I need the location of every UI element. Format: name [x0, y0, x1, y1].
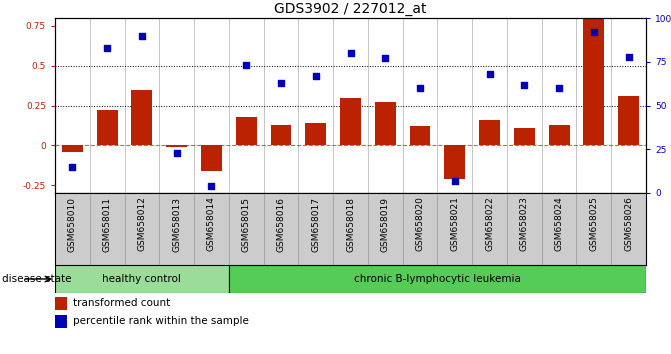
Text: GSM658022: GSM658022 — [485, 196, 494, 251]
Bar — [97, 110, 117, 145]
Text: percentile rank within the sample: percentile rank within the sample — [72, 316, 248, 326]
Bar — [55, 265, 229, 293]
Bar — [236, 116, 256, 145]
Text: GSM658023: GSM658023 — [520, 196, 529, 251]
Text: GSM658014: GSM658014 — [207, 196, 216, 251]
Bar — [229, 265, 646, 293]
Point — [450, 178, 460, 184]
Text: GSM658018: GSM658018 — [346, 196, 355, 252]
Text: GSM658019: GSM658019 — [380, 196, 390, 252]
Text: GSM658026: GSM658026 — [624, 196, 633, 251]
Bar — [132, 90, 152, 145]
Bar — [618, 96, 639, 145]
Text: GSM658011: GSM658011 — [103, 196, 111, 252]
Text: GSM658012: GSM658012 — [138, 196, 146, 251]
Bar — [55, 297, 67, 310]
Bar — [409, 126, 431, 145]
Text: GSM658015: GSM658015 — [242, 196, 251, 252]
Bar — [479, 120, 500, 145]
Text: disease state: disease state — [2, 274, 72, 284]
Point — [102, 45, 113, 51]
Bar — [305, 123, 326, 145]
Point — [276, 80, 287, 86]
Point — [206, 183, 217, 189]
Point — [241, 62, 252, 68]
Bar — [270, 125, 291, 145]
Bar — [201, 145, 222, 171]
Point — [623, 54, 634, 59]
Text: GSM658017: GSM658017 — [311, 196, 320, 252]
Text: GSM658025: GSM658025 — [589, 196, 599, 251]
Text: GDS3902 / 227012_at: GDS3902 / 227012_at — [274, 2, 427, 16]
Text: GSM658020: GSM658020 — [415, 196, 425, 251]
Point — [345, 50, 356, 56]
Bar — [375, 102, 396, 145]
Point — [136, 33, 147, 38]
Text: GSM658021: GSM658021 — [450, 196, 459, 251]
Text: healthy control: healthy control — [103, 274, 181, 284]
Point — [554, 85, 564, 91]
Bar — [62, 145, 83, 152]
Text: GSM658010: GSM658010 — [68, 196, 77, 252]
Bar — [549, 125, 570, 145]
Point — [311, 73, 321, 79]
Text: GSM658024: GSM658024 — [555, 196, 564, 251]
Bar — [514, 128, 535, 145]
Bar — [583, 7, 605, 145]
Point — [519, 82, 529, 87]
Point — [171, 150, 182, 155]
Bar — [444, 145, 465, 179]
Bar — [340, 98, 361, 145]
Text: GSM658016: GSM658016 — [276, 196, 285, 252]
Text: chronic B-lymphocytic leukemia: chronic B-lymphocytic leukemia — [354, 274, 521, 284]
Point — [415, 85, 425, 91]
Point — [67, 164, 78, 170]
Bar — [55, 315, 67, 328]
Point — [380, 56, 391, 61]
Text: GSM658013: GSM658013 — [172, 196, 181, 252]
Text: transformed count: transformed count — [72, 298, 170, 308]
Point — [588, 29, 599, 35]
Bar — [166, 145, 187, 147]
Point — [484, 71, 495, 77]
